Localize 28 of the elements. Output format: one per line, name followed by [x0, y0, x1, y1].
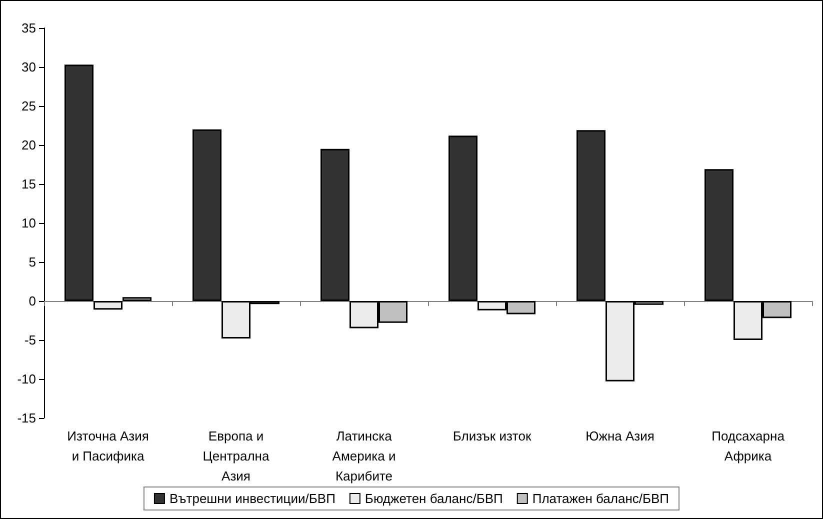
- bar: [64, 64, 94, 301]
- legend-label: Вътрешни инвестиции/БВП: [169, 491, 336, 506]
- x-tick-label: Европа и Централна Азия: [202, 428, 270, 484]
- y-tick-label: 30: [22, 60, 36, 74]
- y-tick-label: 0: [28, 294, 36, 308]
- y-tick-label: 35: [22, 20, 36, 36]
- x-tick-label: Близък изток: [452, 428, 532, 444]
- y-tick-label: -5: [24, 332, 36, 348]
- y-tick-label: -10: [17, 372, 36, 386]
- y-tick-label: 15: [22, 176, 36, 192]
- bar: [192, 129, 222, 301]
- legend-label: Бюджетен баланс/БВП: [364, 491, 503, 506]
- y-tick-label: 25: [22, 98, 36, 114]
- y-tick-label: 5: [28, 254, 36, 270]
- legend-label: Платажен баланс/БВП: [532, 491, 670, 506]
- y-tick-label: 20: [22, 138, 36, 152]
- y-tick-label: -15: [17, 410, 36, 426]
- x-tick-label: Източна Азия и Пасифика: [67, 428, 149, 464]
- y-tick-label: 10: [22, 216, 36, 230]
- bar: [94, 301, 122, 310]
- bar: [704, 169, 734, 301]
- bar: [448, 136, 478, 301]
- bar: [122, 297, 152, 301]
- x-tick-label: Южна Азия: [586, 428, 654, 444]
- x-tick-label: Латинска Америка и Карибите: [332, 428, 396, 484]
- x-tick-label: Подсахарна Африка: [712, 428, 786, 464]
- bar: [576, 130, 606, 301]
- bar: [320, 148, 350, 301]
